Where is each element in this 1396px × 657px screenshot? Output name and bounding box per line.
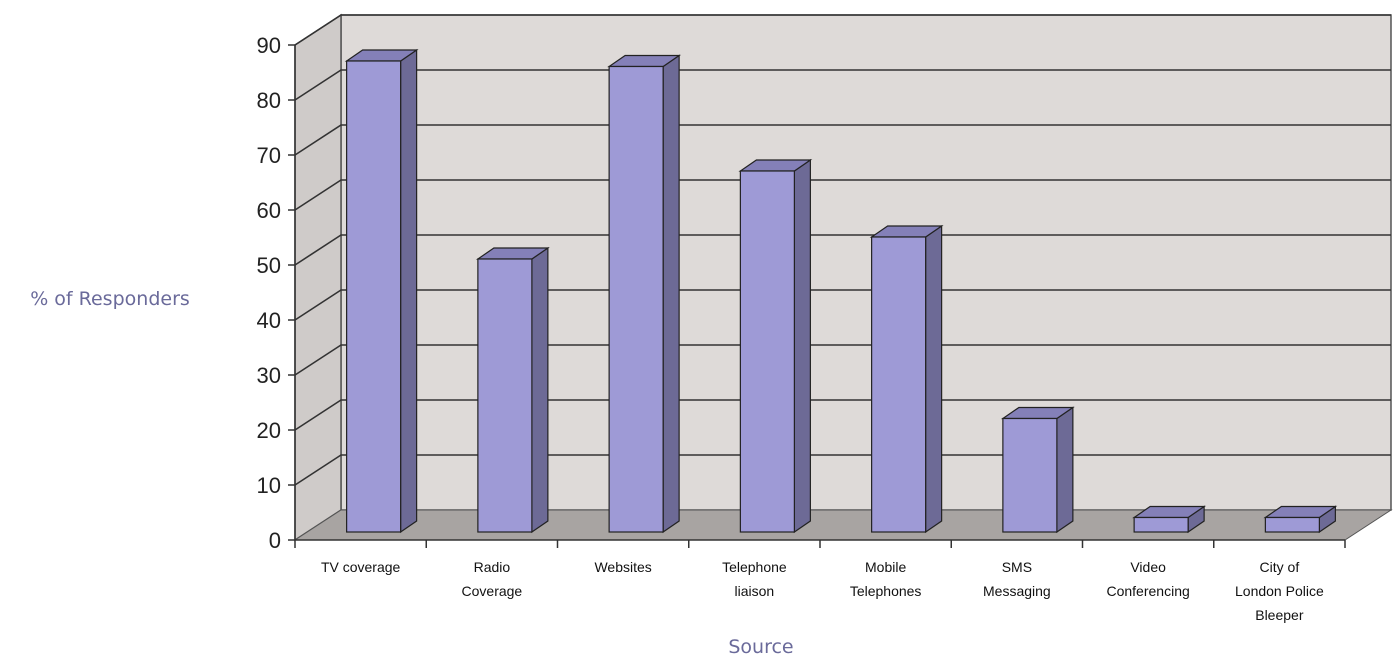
x-tick-label-line: liaison (735, 583, 775, 599)
y-tick-label: 70 (257, 143, 281, 168)
bar (869, 224, 944, 534)
x-tick-label: Mobile Telephones (850, 559, 922, 599)
bar (475, 246, 550, 534)
x-tick-label-line: City of (1260, 559, 1300, 575)
x-tick-label-line: Coverage (462, 583, 523, 599)
x-tick-label: TV coverage (321, 559, 401, 575)
bar (1000, 406, 1075, 534)
floor (293, 509, 1393, 541)
x-tick-label: Video Conferencing (1106, 559, 1189, 599)
x-axis-title: Source (728, 636, 793, 657)
bar-front (608, 65, 664, 533)
gridline (294, 344, 1391, 376)
y-tick-label: 20 (257, 418, 281, 443)
bar-front (739, 170, 795, 533)
x-tick-label-line: Radio (474, 559, 511, 575)
y-tick-label: 30 (257, 363, 281, 388)
y-tick-label: 10 (257, 473, 281, 498)
x-tick-label: Websites (594, 559, 651, 575)
y-tick-label: 60 (257, 198, 281, 223)
x-axis: TV coverage Radio Coverage Websites Telephon… (294, 539, 1346, 623)
bars (344, 48, 1338, 534)
x-tick-label-line: Conferencing (1106, 583, 1189, 599)
gridline (294, 289, 1391, 321)
x-tick-label-line: Messaging (983, 583, 1051, 599)
y-axis: 0 10 20 30 40 50 60 70 80 90 (257, 33, 296, 553)
bar-front (871, 236, 927, 533)
bar (344, 48, 419, 534)
gridline (294, 69, 1391, 101)
x-tick-label: Telephone liaison (722, 559, 787, 599)
bar (1132, 505, 1207, 534)
bar-front (1133, 516, 1189, 533)
bar-side (531, 246, 549, 534)
y-tick-label: 40 (257, 308, 281, 333)
side-wall (294, 13, 342, 542)
x-tick-label-line: Video (1130, 559, 1166, 575)
bar (1263, 505, 1338, 534)
x-tick-label: Radio Coverage (462, 559, 523, 599)
y-axis-title: % of Responders (30, 288, 190, 310)
x-tick-label-line: Bleeper (1255, 607, 1304, 623)
bar (738, 158, 813, 534)
bar-front (477, 258, 533, 533)
y-tick-label: 90 (257, 33, 281, 58)
x-tick-label-line: London Police (1235, 583, 1324, 599)
x-tick-label-line: TV coverage (321, 559, 401, 575)
x-tick-label-line: Mobile (865, 559, 906, 575)
x-tick-label: City of London Police Bleeper (1235, 559, 1324, 623)
gridlines (294, 14, 1391, 486)
gridline (294, 179, 1391, 211)
y-tick-label: 50 (257, 253, 281, 278)
gridline (294, 234, 1391, 266)
x-tick-label-line: Telephone (722, 559, 787, 575)
bar (607, 54, 682, 534)
y-tick-label: 80 (257, 88, 281, 113)
x-tick-label-line: Websites (594, 559, 651, 575)
gridline (294, 14, 1391, 46)
y-tick-label: 0 (269, 528, 281, 553)
gridline (294, 124, 1391, 156)
bar-side (400, 48, 418, 534)
x-tick-label: SMS Messaging (983, 559, 1051, 599)
x-tick-label-line: Telephones (850, 583, 922, 599)
bar-side (925, 224, 943, 534)
bar-front (1264, 516, 1320, 533)
chart-walls (293, 13, 1393, 542)
gridline (294, 399, 1391, 431)
bar-front (346, 60, 402, 533)
bar-side (1056, 406, 1074, 534)
bar-side (793, 158, 811, 534)
bar-side (662, 54, 680, 534)
bar-front (1002, 417, 1058, 533)
x-tick-label-line: SMS (1002, 559, 1032, 575)
